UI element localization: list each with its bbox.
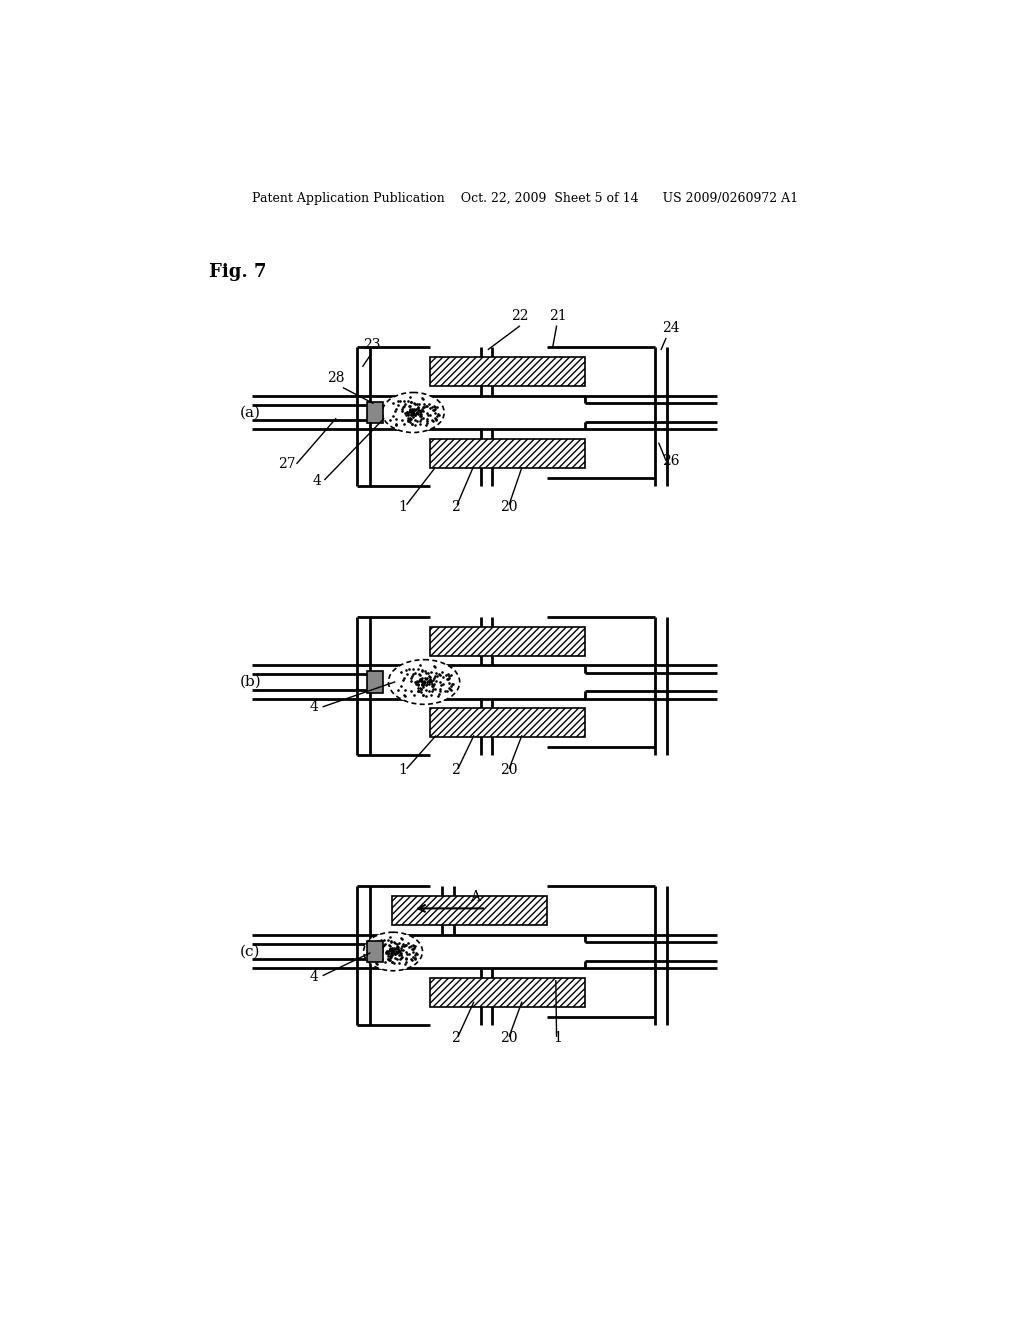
Text: 21: 21 (549, 309, 567, 323)
Text: 2: 2 (451, 500, 460, 513)
Ellipse shape (364, 932, 423, 970)
Bar (368, 671, 383, 693)
Text: A: A (470, 891, 480, 904)
Bar (430, 358, 586, 387)
Text: 4: 4 (309, 970, 318, 983)
Bar (368, 401, 383, 424)
Text: 22: 22 (511, 309, 528, 323)
Ellipse shape (382, 392, 444, 433)
Text: 1: 1 (398, 500, 408, 513)
Text: 2: 2 (451, 763, 460, 777)
Text: 4: 4 (312, 474, 322, 488)
Bar (430, 708, 586, 738)
Text: (a): (a) (240, 405, 261, 420)
Bar (430, 978, 586, 1007)
Text: 20: 20 (501, 500, 518, 513)
Text: 2: 2 (451, 1031, 460, 1045)
Text: 20: 20 (501, 1031, 518, 1045)
Text: 1: 1 (554, 1031, 562, 1045)
Text: 23: 23 (364, 338, 381, 351)
Bar (430, 438, 586, 469)
Text: 27: 27 (279, 457, 296, 471)
Text: 26: 26 (662, 454, 679, 467)
Bar (391, 896, 547, 925)
Bar (368, 941, 383, 962)
Text: Fig. 7: Fig. 7 (209, 264, 267, 281)
Text: 24: 24 (662, 322, 679, 335)
Text: Patent Application Publication    Oct. 22, 2009  Sheet 5 of 14      US 2009/0260: Patent Application Publication Oct. 22, … (252, 191, 798, 205)
Text: (c): (c) (241, 945, 261, 958)
Text: 4: 4 (309, 700, 318, 714)
Ellipse shape (388, 660, 460, 705)
Text: (b): (b) (240, 675, 261, 689)
Bar (430, 627, 586, 656)
Text: 28: 28 (327, 371, 344, 385)
Text: 1: 1 (398, 763, 408, 777)
Text: 20: 20 (501, 763, 518, 777)
